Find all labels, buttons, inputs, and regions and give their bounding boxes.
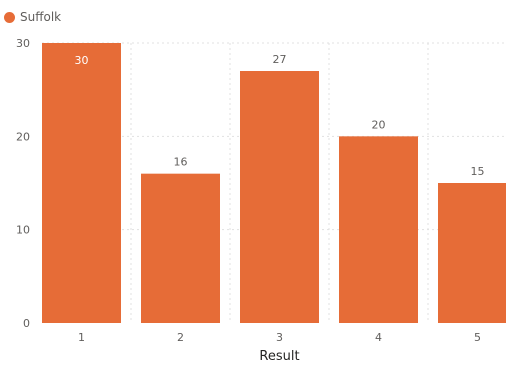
bar-4[interactable] xyxy=(339,136,418,323)
y-tick-label-0: 0 xyxy=(23,317,30,330)
legend-swatch-suffolk xyxy=(4,11,15,23)
x-axis-title: Result xyxy=(259,349,299,364)
x-tick-label-4: 4 xyxy=(375,331,382,344)
bar-3[interactable] xyxy=(240,71,319,323)
bar-2[interactable] xyxy=(141,173,220,323)
data-label-4: 20 xyxy=(372,118,386,131)
bar-5[interactable] xyxy=(438,183,506,323)
legend[interactable]: Suffolk xyxy=(4,9,61,25)
x-tick-label-1: 1 xyxy=(78,331,85,344)
data-label-5: 15 xyxy=(471,165,485,178)
legend-label-suffolk: Suffolk xyxy=(20,10,62,24)
y-tick-label-10: 10 xyxy=(16,224,30,237)
data-label-1: 30 xyxy=(75,54,89,67)
x-tick-label-3: 3 xyxy=(276,331,283,344)
bar-1[interactable] xyxy=(42,43,121,323)
y-tick-label-30: 30 xyxy=(16,37,30,50)
x-tick-label-2: 2 xyxy=(177,331,184,344)
y-tick-label-20: 20 xyxy=(16,130,30,143)
data-label-2: 16 xyxy=(174,156,188,169)
x-tick-label-5: 5 xyxy=(474,331,481,344)
data-label-3: 27 xyxy=(273,53,287,66)
